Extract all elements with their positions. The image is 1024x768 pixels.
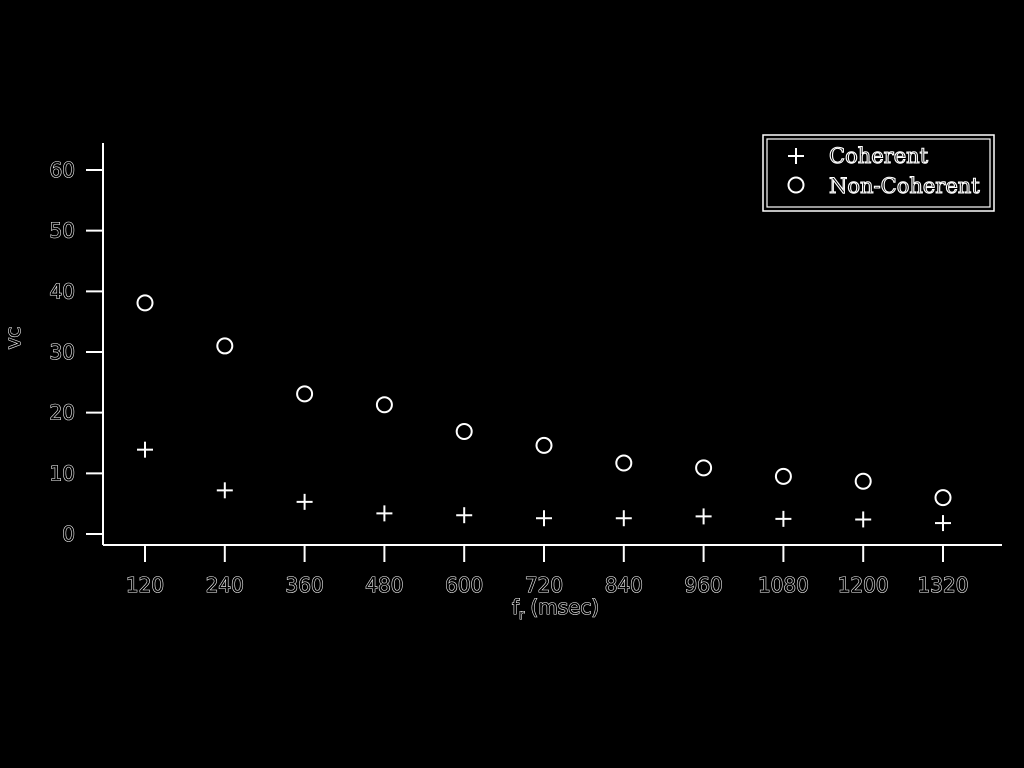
point-coherent: [297, 494, 313, 510]
point-coherent: [696, 508, 712, 524]
point-coherent: [536, 510, 552, 526]
point-non-coherent: [696, 460, 711, 475]
y-tick-label: 40: [50, 279, 75, 303]
point-non-coherent: [856, 474, 871, 489]
legend-marker-circle: [789, 178, 804, 193]
x-ticks: 120 240 360 480 600 720 840 960 1080 1200 1320: [126, 545, 969, 597]
point-coherent: [137, 442, 153, 458]
x-tick-label: 1080: [758, 573, 809, 597]
legend-entry-coherent: Coherent: [829, 144, 929, 168]
y-axis-label: vc: [1, 327, 25, 350]
legend-marker-plus: [788, 148, 804, 164]
point-coherent: [456, 507, 472, 523]
y-tick-label: 30: [50, 340, 75, 364]
x-tick-label: 600: [445, 573, 483, 597]
point-non-coherent: [217, 338, 232, 353]
point-coherent: [217, 482, 233, 498]
point-non-coherent: [297, 386, 312, 401]
x-tick-label: 840: [605, 573, 643, 597]
x-tick-label: 1200: [838, 573, 889, 597]
x-tick-label: 480: [365, 573, 403, 597]
x-tick-label: 240: [206, 573, 244, 597]
point-non-coherent: [138, 295, 153, 310]
point-non-coherent: [537, 438, 552, 453]
y-tick-label: 10: [50, 461, 75, 485]
x-tick-label: 360: [286, 573, 324, 597]
x-axis-label-sub: r: [519, 608, 525, 623]
point-coherent: [775, 511, 791, 527]
legend: Coherent Non-Coherent: [763, 135, 994, 211]
point-non-coherent: [776, 469, 791, 484]
x-axis-label-unit: (msec): [530, 595, 599, 619]
point-non-coherent: [457, 424, 472, 439]
y-tick-label: 50: [50, 219, 75, 243]
point-non-coherent: [616, 456, 631, 471]
y-tick-label: 0: [62, 522, 75, 546]
point-non-coherent: [377, 397, 392, 412]
data-points: [137, 295, 951, 531]
x-tick-label: 1320: [918, 573, 969, 597]
point-coherent: [616, 510, 632, 526]
y-tick-label: 20: [50, 401, 75, 425]
point-coherent: [376, 505, 392, 521]
legend-entry-non-coherent: Non-Coherent: [829, 174, 980, 198]
y-ticks: 0 10 20 30 40 50 60: [50, 158, 103, 546]
y-tick-label: 60: [50, 158, 75, 182]
point-coherent: [935, 515, 951, 531]
point-coherent: [855, 511, 871, 527]
x-tick-label: 960: [685, 573, 723, 597]
x-axis-label: fr (msec): [512, 595, 599, 623]
x-tick-label: 120: [126, 573, 164, 597]
point-non-coherent: [936, 490, 951, 505]
x-tick-label: 720: [525, 573, 563, 597]
